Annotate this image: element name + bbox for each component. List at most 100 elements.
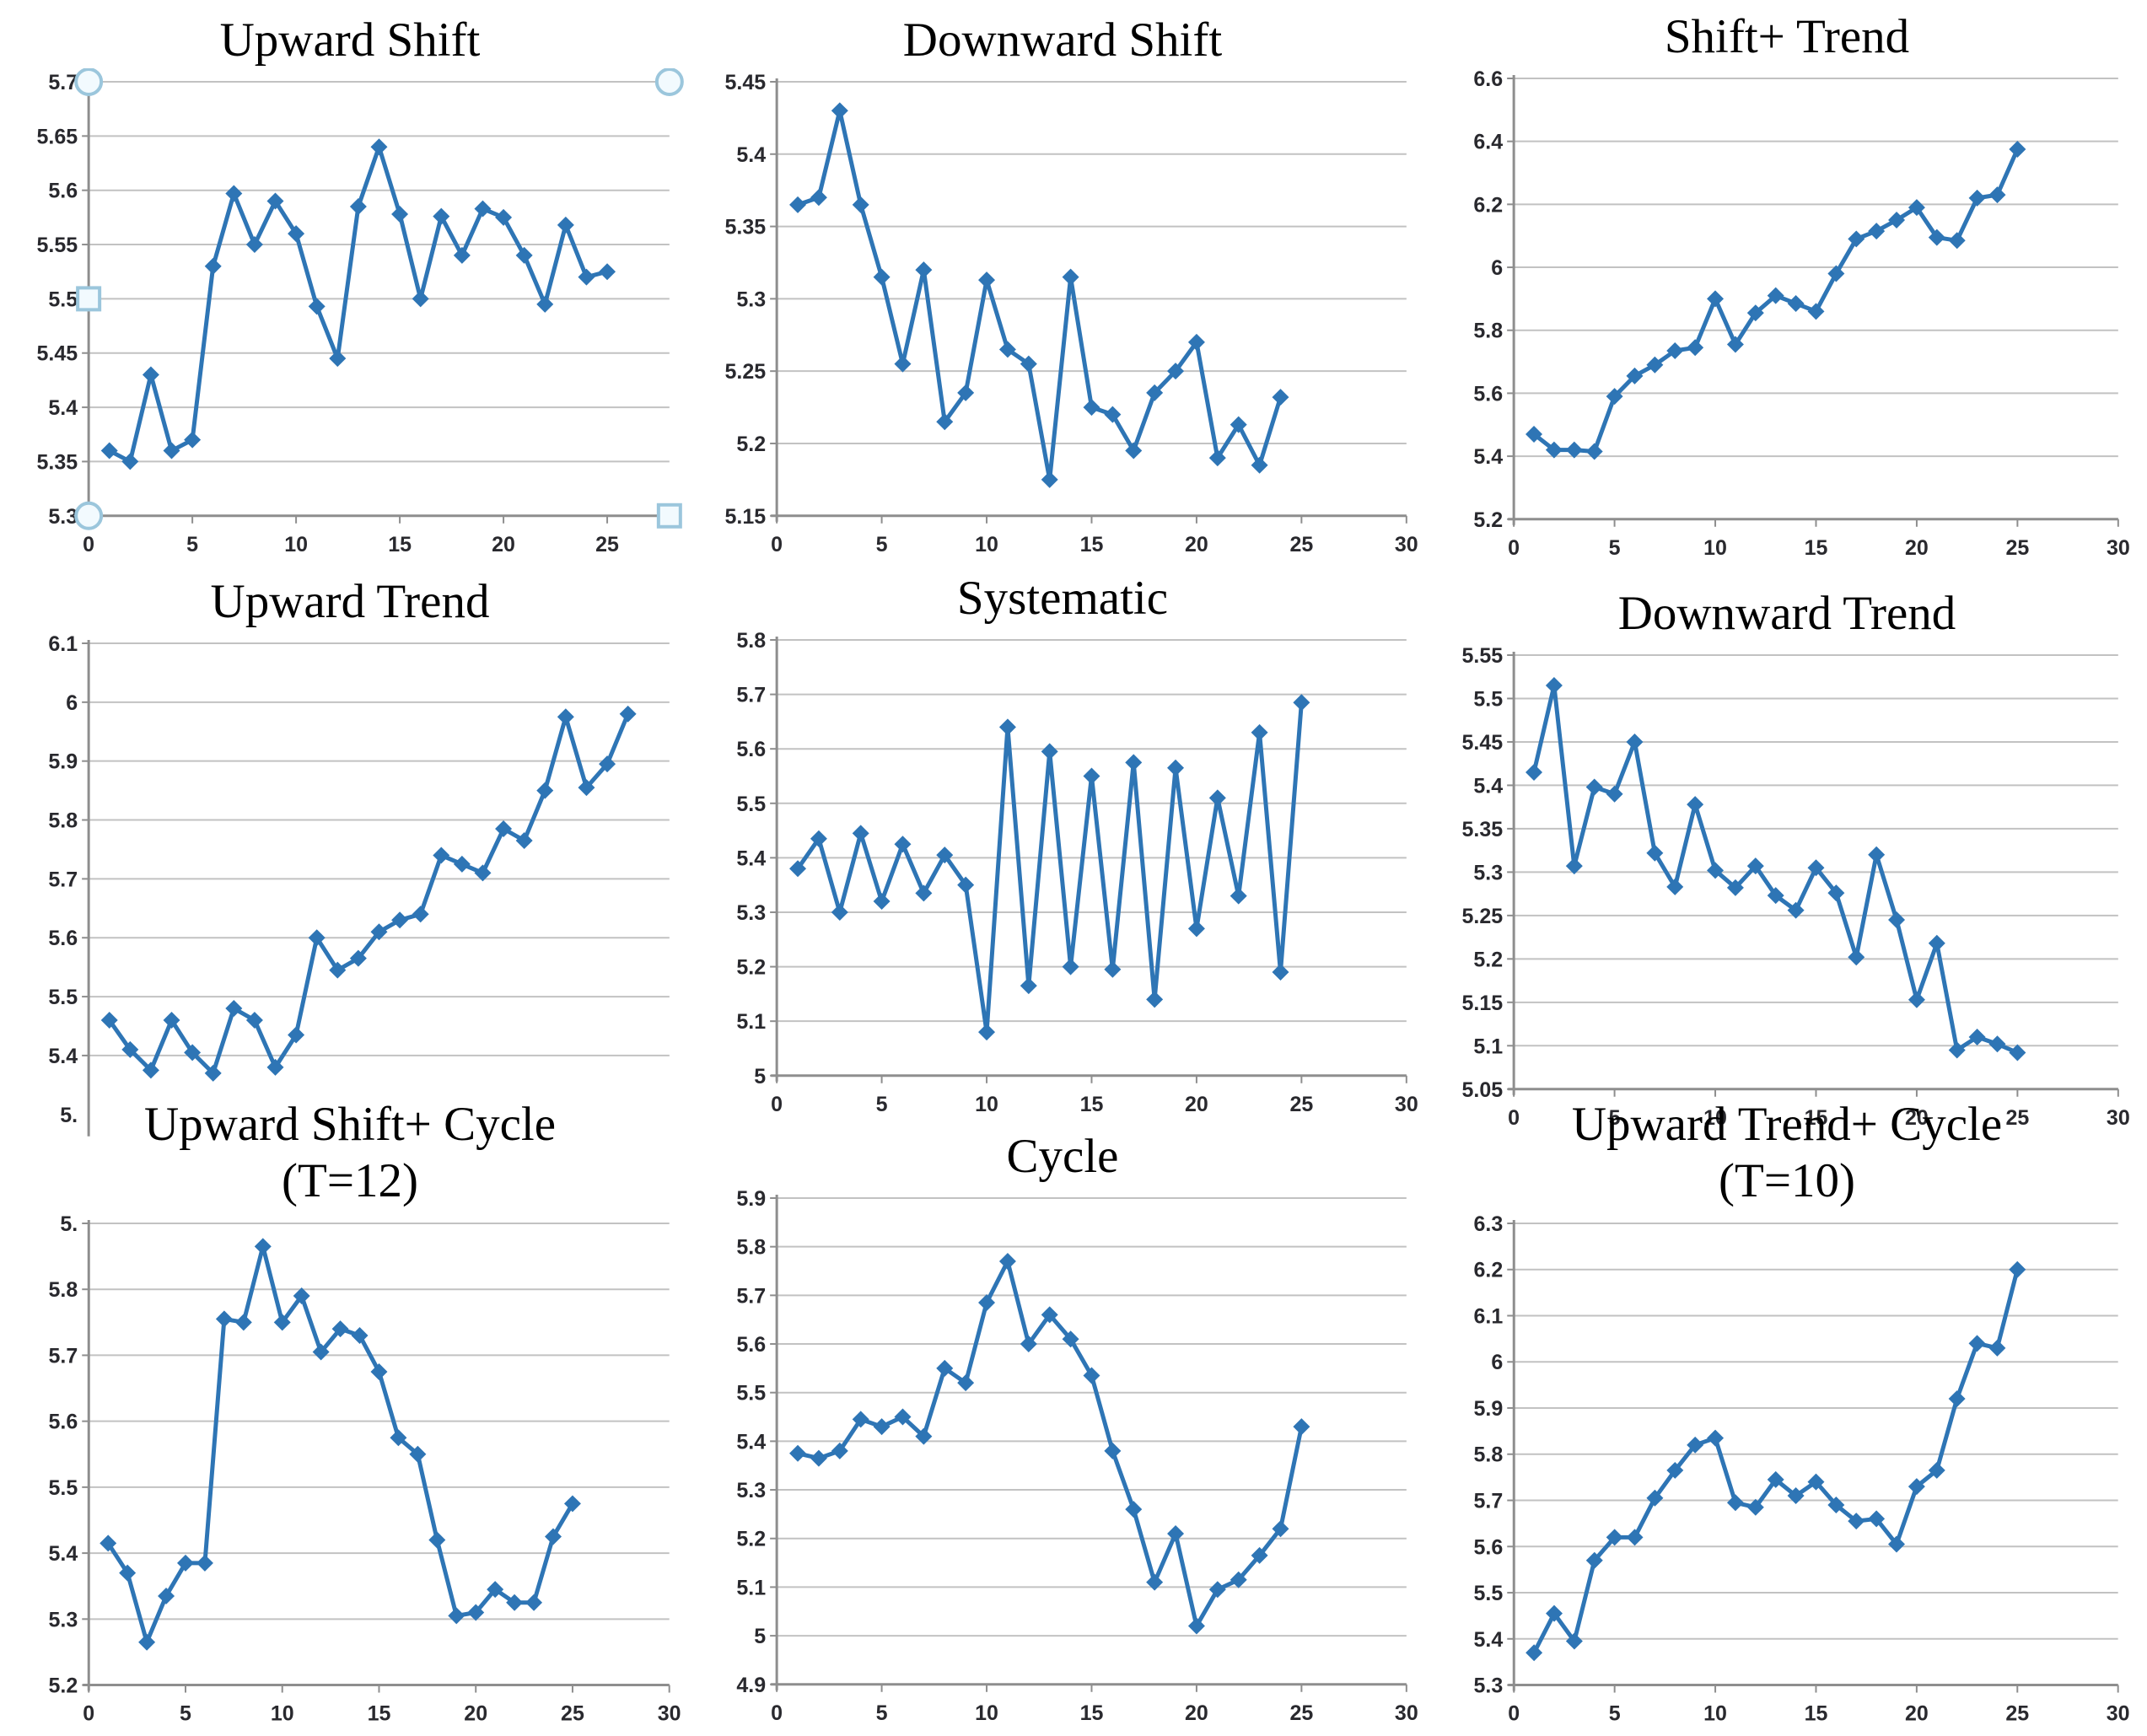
- svg-text:6: 6: [1491, 1351, 1503, 1374]
- svg-text:5.15: 5.15: [725, 505, 767, 529]
- svg-text:6.1: 6.1: [1474, 1304, 1504, 1328]
- svg-text:5.15: 5.15: [1462, 992, 1504, 1015]
- svg-text:5.5: 5.5: [736, 1382, 766, 1405]
- svg-text:0: 0: [1508, 536, 1520, 560]
- svg-text:5.4: 5.4: [1473, 445, 1503, 469]
- svg-text:10: 10: [1703, 1701, 1727, 1725]
- svg-text:5.2: 5.2: [736, 433, 766, 456]
- svg-text:0: 0: [771, 533, 783, 556]
- line-chart-downward-trend[interactable]: 5.05 5.1 5.15 5.2 5.25 5.3 5.35 5.4 5.45 5.5 5.55 0…: [1434, 642, 2140, 1135]
- svg-text:5.7: 5.7: [1474, 1489, 1504, 1513]
- svg-text:15: 15: [1805, 1701, 1828, 1725]
- svg-text:30: 30: [2107, 536, 2130, 560]
- chart-title: Upward Trend+ Cycle: [1571, 1098, 2003, 1151]
- svg-text:15: 15: [1805, 536, 1828, 560]
- svg-text:5.8: 5.8: [1473, 320, 1503, 343]
- svg-text:5.3: 5.3: [48, 505, 78, 529]
- chart-subtitle: (T=12): [282, 1154, 418, 1208]
- chart-title: Downward Trend: [1617, 587, 1956, 640]
- svg-text:5.7: 5.7: [48, 868, 78, 892]
- svg-text:6.2: 6.2: [1473, 194, 1503, 218]
- line-chart-systematic[interactable]: 55.15.25.35.45.55.65.75.80 5 10 15 20 25 30: [697, 626, 1429, 1121]
- svg-text:6.2: 6.2: [1474, 1258, 1504, 1282]
- svg-text:30: 30: [2107, 1701, 2130, 1725]
- svg-text:5: 5: [180, 1701, 191, 1725]
- svg-text:30: 30: [1395, 1701, 1418, 1725]
- svg-text:5.: 5.: [60, 1212, 78, 1235]
- svg-text:5.7: 5.7: [736, 684, 766, 707]
- svg-text:5.35: 5.35: [37, 451, 78, 475]
- svg-text:6.4: 6.4: [1473, 131, 1503, 154]
- svg-text:15: 15: [388, 533, 412, 556]
- svg-text:5.5: 5.5: [736, 793, 766, 816]
- svg-text:5.4: 5.4: [736, 847, 766, 871]
- line-chart-downward-shift[interactable]: 5.15 5.2 5.25 5.3 5.35 5.4 5.45 0 5 10 15 20 25 30: [697, 68, 1429, 562]
- svg-text:15: 15: [1080, 533, 1104, 556]
- svg-text:5.6: 5.6: [49, 1410, 78, 1433]
- svg-text:0: 0: [83, 1701, 94, 1725]
- svg-text:5.9: 5.9: [1474, 1397, 1504, 1421]
- svg-text:5.45: 5.45: [37, 342, 78, 366]
- svg-text:0: 0: [771, 1701, 783, 1725]
- svg-text:20: 20: [464, 1701, 487, 1725]
- svg-text:25: 25: [561, 1701, 584, 1725]
- svg-text:5: 5: [186, 533, 198, 556]
- chart-title: Upward Shift+ Cycle: [143, 1098, 557, 1151]
- svg-text:5.9: 5.9: [736, 1187, 766, 1211]
- svg-text:5.45: 5.45: [1462, 731, 1504, 755]
- chart-panel-systematic: Systematic 5 5.1 5.2 5.3 5.4 5.5 5.6 5.7 5.8 0 5 10…: [697, 563, 1429, 1121]
- svg-text:25: 25: [1289, 1093, 1313, 1116]
- svg-text:5.05: 5.05: [1462, 1078, 1504, 1102]
- svg-text:5.6: 5.6: [736, 1333, 766, 1357]
- svg-text:5: 5: [1609, 1106, 1621, 1130]
- svg-text:5.5: 5.5: [1474, 1582, 1504, 1605]
- svg-text:5.1: 5.1: [736, 1577, 766, 1600]
- svg-text:5.8: 5.8: [736, 629, 766, 653]
- svg-text:5.45: 5.45: [725, 71, 767, 94]
- svg-text:5.3: 5.3: [736, 288, 766, 312]
- svg-text:5: 5: [876, 533, 888, 556]
- line-chart-upward-trend-cycle[interactable]: 5.3 5.4 5.5 5.6 5.7 5.8 5.9 6 6.1 6.2 6.3 0 5 10 15 20 2…: [1434, 1210, 2140, 1731]
- svg-text:15: 15: [1080, 1093, 1104, 1116]
- svg-text:5.4: 5.4: [1474, 1627, 1504, 1651]
- svg-text:10: 10: [975, 1701, 998, 1725]
- chart-panel-downward-shift: Downward Shift 5.15 5.2 5.25 5.3 5.35 5.4 5.45…: [697, 5, 1429, 562]
- chart-panel-shift-trend: Shift+ Trend 5.2 5.4 5.6 5.8 6 6.2 6.4 6.6 0 5 10 1…: [1434, 2, 2140, 565]
- chart-title: Shift+ Trend: [1664, 10, 1910, 63]
- svg-text:5.7: 5.7: [736, 1285, 766, 1309]
- svg-text:5.6: 5.6: [736, 738, 766, 761]
- svg-text:20: 20: [1185, 1701, 1208, 1725]
- svg-text:4.9: 4.9: [736, 1674, 766, 1697]
- svg-text:5.6: 5.6: [1474, 1535, 1504, 1559]
- svg-text:5.7: 5.7: [49, 1344, 78, 1368]
- svg-text:25: 25: [595, 533, 619, 556]
- svg-text:0: 0: [83, 533, 94, 556]
- chart-title: Upward Trend: [210, 575, 490, 628]
- svg-text:20: 20: [1185, 533, 1208, 556]
- svg-text:10: 10: [975, 533, 998, 556]
- svg-text:10: 10: [271, 1701, 294, 1725]
- line-chart-upward-shift[interactable]: 5.3 5.35 5.4 5.45 5.5 5.55 5.6 5.65 5.7 0 5 10 15 20 2…: [8, 68, 691, 562]
- chart-title: Downward Shift: [902, 13, 1223, 67]
- svg-text:5.8: 5.8: [1474, 1443, 1504, 1466]
- svg-text:5.35: 5.35: [1462, 818, 1504, 841]
- svg-text:5.4: 5.4: [49, 1542, 78, 1566]
- svg-text:25: 25: [2005, 1701, 2029, 1725]
- line-chart-shift-trend[interactable]: 5.2 5.4 5.6 5.8 6 6.2 6.4 6.6 0 5 10 15 20 25 30: [1434, 65, 2140, 565]
- svg-text:5.4: 5.4: [736, 1431, 766, 1454]
- svg-text:20: 20: [1905, 1701, 1929, 1725]
- line-chart-upward-trend[interactable]: 5. 5.4 5.5 5.6 5.7 5.8 5.9 6 6.1: [8, 630, 691, 1137]
- svg-text:5.5: 5.5: [1473, 688, 1503, 712]
- svg-text:10: 10: [1703, 1106, 1727, 1130]
- svg-text:6: 6: [1491, 256, 1503, 280]
- line-chart-cycle[interactable]: 4.9 5 5.1 5.2 5.3 5.4 5.5 5.6 5.7 5.8 5.9 0 5 10 15 20 2…: [697, 1185, 1429, 1730]
- svg-text:5.8: 5.8: [736, 1236, 766, 1260]
- svg-text:10: 10: [284, 533, 308, 556]
- svg-text:5.4: 5.4: [48, 1045, 78, 1068]
- svg-text:5.5: 5.5: [49, 1475, 78, 1499]
- svg-text:5.55: 5.55: [37, 234, 78, 257]
- svg-text:20: 20: [492, 533, 515, 556]
- svg-text:6: 6: [66, 691, 78, 715]
- line-chart-upward-shift-cycle[interactable]: 5.2 5.3 5.4 5.5 5.6 5.7 5.8 5. 0 5 10 15 20 25 30: [8, 1210, 691, 1731]
- chart-panel-upward-shift: Upward Shift 5.3 5.35 5.4 5.45 5.5 5.55 5.6 5.6…: [8, 5, 691, 562]
